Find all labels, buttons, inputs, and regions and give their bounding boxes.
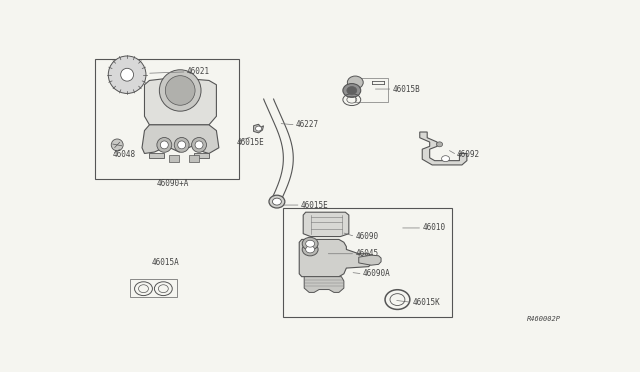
Ellipse shape [165,76,195,105]
Ellipse shape [273,198,282,205]
Bar [129,279,177,297]
Polygon shape [300,240,371,277]
Bar [189,155,199,162]
Ellipse shape [302,237,318,250]
Text: 46015E: 46015E [236,138,264,147]
Ellipse shape [161,141,168,149]
Text: 46090A: 46090A [363,269,390,278]
Ellipse shape [347,87,356,94]
Ellipse shape [178,141,186,149]
Polygon shape [359,255,381,265]
Polygon shape [303,212,349,237]
Ellipse shape [191,138,207,152]
Bar [355,78,388,102]
Ellipse shape [111,139,123,151]
Polygon shape [142,125,219,154]
Ellipse shape [269,195,285,208]
Text: R460002P: R460002P [527,317,561,323]
Polygon shape [304,277,344,292]
Text: 46015B: 46015B [392,84,420,93]
Bar [95,59,239,179]
Ellipse shape [306,246,315,253]
Bar [150,154,164,158]
Bar [169,155,179,162]
Ellipse shape [348,76,364,89]
Ellipse shape [302,243,318,256]
Ellipse shape [255,126,262,131]
Text: 46010: 46010 [422,224,445,232]
Ellipse shape [442,156,449,161]
Text: 46227: 46227 [296,121,319,129]
Bar [194,154,209,158]
Ellipse shape [343,84,361,97]
Text: 46015K: 46015K [412,298,440,307]
Text: 46090: 46090 [355,232,378,241]
Text: 46045: 46045 [355,249,378,258]
Text: 46015E: 46015E [301,201,328,209]
Ellipse shape [108,56,146,93]
Ellipse shape [195,141,203,149]
Text: 46092: 46092 [457,150,480,160]
Ellipse shape [306,240,315,247]
Ellipse shape [174,138,189,152]
Text: 46015A: 46015A [152,258,180,267]
Polygon shape [253,124,264,133]
Polygon shape [145,78,216,125]
Polygon shape [420,132,467,165]
Text: 46021: 46021 [187,67,210,76]
Text: 46048: 46048 [112,150,136,158]
Ellipse shape [157,138,172,152]
Ellipse shape [436,142,443,147]
Ellipse shape [121,68,134,81]
Ellipse shape [159,70,201,111]
Bar [284,208,452,317]
Text: 46090+A: 46090+A [157,179,189,188]
